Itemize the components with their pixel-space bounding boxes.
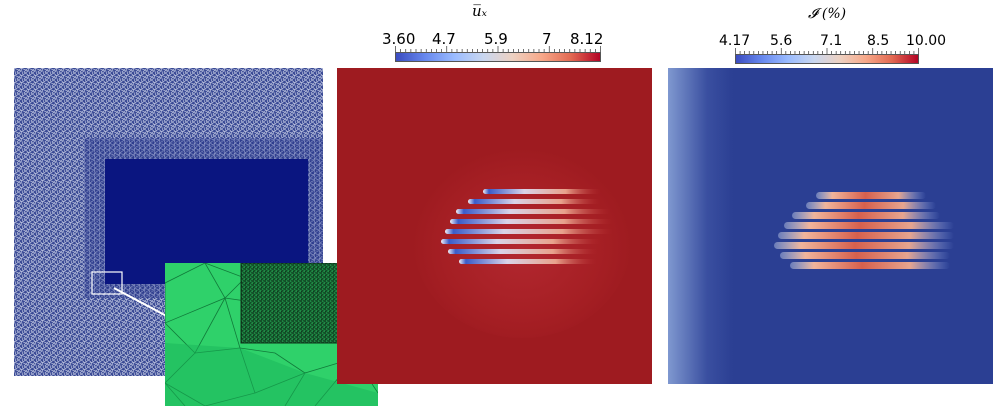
turbulence-intensity-image — [668, 68, 993, 384]
velocity-colorbar — [395, 52, 601, 62]
velocity-tick-3: 7 — [542, 30, 552, 48]
turbulence-tick-4: 10.00 — [906, 33, 947, 49]
turbulence-tick-1: 5.6 — [770, 33, 793, 49]
velocity-field-image — [337, 68, 652, 384]
turbulence-colorbar-title: 𝓘 (%) — [808, 6, 847, 22]
zoom-box — [91, 271, 123, 295]
velocity-colorbar-title: u̅ₓ — [472, 2, 487, 20]
velocity-tick-4: 8.12 — [570, 30, 604, 48]
turbulence-tick-0: 4.17 — [719, 33, 751, 49]
velocity-colorbar-ticks: 3.60 4.7 5.9 7 8.12 — [372, 30, 622, 48]
turbulence-tick-3: 8.5 — [867, 33, 890, 49]
turbulence-colorbar — [735, 54, 919, 64]
velocity-tick-1: 4.7 — [432, 30, 456, 48]
velocity-tick-0: 3.60 — [382, 30, 416, 48]
turbulence-colorbar-ticks: 4.17 5.6 7.1 8.5 10.00 — [715, 33, 975, 51]
turbulence-tick-2: 7.1 — [820, 33, 843, 49]
velocity-tick-2: 5.9 — [484, 30, 508, 48]
